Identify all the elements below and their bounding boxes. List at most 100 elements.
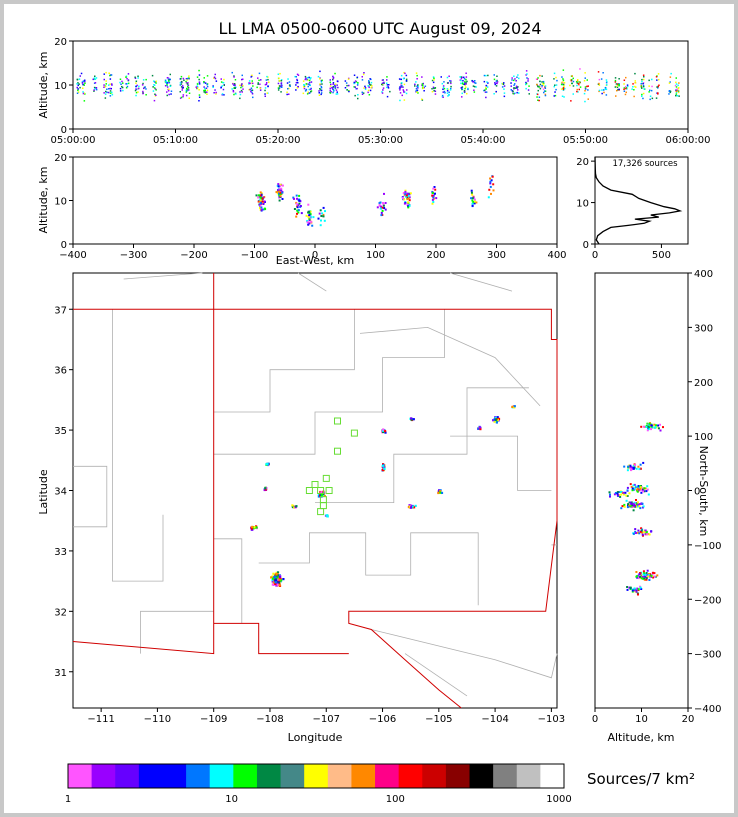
time-height-point <box>336 84 338 86</box>
time-height-point <box>399 89 401 91</box>
east-west-point <box>258 195 261 198</box>
time-height-point <box>405 80 408 82</box>
time-height-point <box>196 76 199 78</box>
time-height-point <box>512 92 515 95</box>
time-height-point <box>572 80 575 83</box>
time-height-point <box>526 73 528 75</box>
time-height-point <box>562 79 565 82</box>
north-south-point <box>630 501 633 504</box>
north-south-point <box>630 485 633 488</box>
time-height-point <box>364 87 367 89</box>
north-south-point <box>623 505 626 508</box>
time-height-point <box>223 84 225 86</box>
time-height-point <box>206 89 209 92</box>
time-height-point <box>564 87 566 90</box>
time-height-point <box>544 90 547 92</box>
east-west-point <box>278 188 281 191</box>
time-height-point <box>137 75 139 77</box>
time-height-point <box>278 85 281 87</box>
time-height-point <box>642 84 645 87</box>
time-height-point <box>386 82 388 84</box>
east-west-point <box>432 201 435 203</box>
time-height-point <box>544 87 547 89</box>
time-height-point <box>465 72 467 74</box>
north-south-point <box>626 588 629 591</box>
time-height-point <box>541 86 543 88</box>
time-height-point <box>303 86 305 88</box>
county-line <box>213 309 445 455</box>
time-height-point <box>250 87 253 89</box>
east-west-point <box>434 192 436 195</box>
time-height-point <box>402 77 405 80</box>
time-height-point <box>144 86 146 88</box>
time-height-point <box>361 76 363 78</box>
east-west-point <box>472 201 475 203</box>
county-line <box>359 326 541 407</box>
plan-view-point <box>274 576 277 579</box>
time-height-point <box>180 96 183 99</box>
time-height-point <box>584 90 586 92</box>
time-height-point <box>155 80 157 83</box>
time-height-point <box>363 72 365 74</box>
time-height-point <box>675 77 677 79</box>
time-height-point <box>186 83 189 85</box>
time-height-point <box>280 79 283 81</box>
time-height-point <box>389 90 391 93</box>
east-west-point <box>404 193 407 196</box>
time-height-point <box>356 76 359 79</box>
north-south-point <box>616 492 619 495</box>
east-west-point <box>471 197 474 200</box>
time-height-point <box>187 82 189 84</box>
north-south-xlabel: Altitude, km <box>607 731 674 744</box>
time-height-point <box>513 79 515 82</box>
time-height-point <box>472 81 474 83</box>
time-height-point <box>576 80 579 82</box>
time-height-point <box>517 74 519 76</box>
time-height-point <box>450 87 452 90</box>
east-west-point <box>296 212 298 215</box>
time-height-point <box>223 94 225 96</box>
time-height-point <box>563 82 566 84</box>
plan-view-x-tick-label: −105 <box>425 714 452 725</box>
time-height-point <box>431 88 433 90</box>
north-south-point <box>637 505 639 508</box>
time-height-point <box>614 79 617 82</box>
time-height-x-tick-label: 05:20:00 <box>256 135 301 146</box>
time-height-point <box>142 82 144 85</box>
time-height-point <box>110 87 112 90</box>
east-west-point <box>380 214 383 217</box>
time-height-point <box>166 94 168 97</box>
north-south-point <box>609 495 611 498</box>
plan-view-point <box>495 421 498 424</box>
time-height-point <box>187 87 190 89</box>
east-west-point <box>257 196 260 199</box>
time-height-point <box>310 77 312 79</box>
plan-view-point <box>271 583 274 586</box>
time-height-point <box>346 89 348 91</box>
time-height-point <box>485 96 487 99</box>
time-height-point <box>231 71 233 74</box>
time-height-point <box>495 85 498 87</box>
time-height-point <box>466 92 468 95</box>
east-west-point <box>408 193 411 196</box>
north-south-point <box>644 573 647 576</box>
time-height-point <box>259 89 262 91</box>
east-west-point <box>470 191 473 194</box>
time-height-point <box>336 91 338 93</box>
north-south-point <box>644 487 647 490</box>
time-height-point <box>295 76 297 78</box>
time-height-point <box>424 85 427 87</box>
time-height-x-tick-label: 05:30:00 <box>358 135 403 146</box>
time-height-point <box>415 81 417 83</box>
time-height-point <box>586 85 588 88</box>
east-west-point <box>432 196 435 199</box>
time-height-point <box>82 80 85 82</box>
time-height-point <box>259 83 261 85</box>
time-height-point <box>126 77 128 80</box>
time-height-point <box>105 90 107 93</box>
time-height-point <box>495 90 497 93</box>
time-height-point <box>515 80 517 82</box>
plan-view-point <box>382 429 385 432</box>
time-height-point <box>79 75 81 77</box>
time-height-point <box>510 85 512 87</box>
